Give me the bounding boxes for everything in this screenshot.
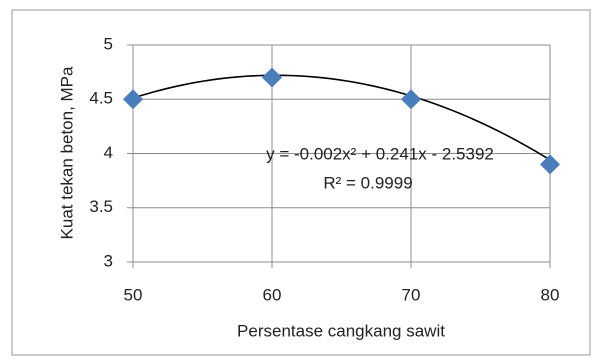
y-tick-label: 3.5 bbox=[89, 197, 113, 216]
y-tick-label: 4.5 bbox=[89, 89, 113, 108]
y-tick-label: 3 bbox=[104, 251, 113, 270]
point bbox=[540, 154, 560, 175]
point bbox=[262, 67, 282, 88]
point bbox=[401, 89, 421, 110]
x-tick-label: 60 bbox=[263, 285, 282, 304]
point bbox=[123, 89, 143, 110]
chart-border bbox=[11, 9, 591, 356]
x-tick-label: 80 bbox=[541, 285, 560, 304]
x-axis-title: Persentase cangkang sawit bbox=[237, 321, 445, 340]
x-tick-label: 70 bbox=[402, 285, 421, 304]
trendline bbox=[132, 74, 551, 161]
y-tick-label: 5 bbox=[104, 34, 113, 53]
y-axis-title: Kuat tekan beton, MPa bbox=[57, 66, 76, 239]
trendline-equation: y = -0.002x² + 0.241x - 2.5392 bbox=[266, 144, 494, 163]
y-tick-label: 4 bbox=[104, 143, 113, 162]
trendline-r-squared: R² = 0.9999 bbox=[323, 173, 412, 192]
x-tick-label: 50 bbox=[124, 285, 143, 304]
